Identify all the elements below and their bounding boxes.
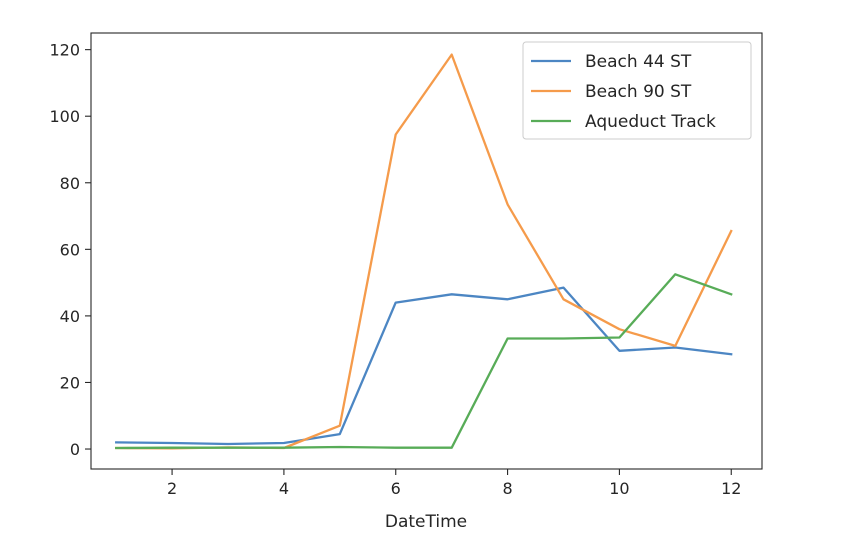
x-axis-label: DateTime: [385, 512, 467, 532]
series-line-beach-44-st: [115, 286, 733, 446]
x-axis: 2 4 6 8 10 12: [167, 469, 741, 498]
legend-label-beach-44-st: Beach 44 ST: [585, 52, 692, 72]
y-tick-label: 120: [49, 41, 80, 60]
y-tick-label: 40: [60, 307, 80, 326]
y-tick-label: 80: [60, 174, 80, 193]
plot-frame: [90, 32, 763, 470]
y-tick-label: 60: [60, 240, 80, 259]
x-tick-label: 6: [391, 479, 401, 498]
legend-label-beach-90-st: Beach 90 ST: [585, 82, 692, 102]
x-tick-label: 12: [721, 479, 741, 498]
legend-box: [522, 41, 752, 140]
x-tick-label: 2: [167, 479, 177, 498]
x-tick-label: 8: [502, 479, 512, 498]
y-tick-label: 0: [70, 440, 80, 459]
legend: Beach 44 ST Beach 90 ST Aqueduct Track: [522, 41, 752, 140]
series-layer: [115, 53, 733, 450]
y-tick-label: 100: [49, 107, 80, 126]
x-tick-label: 4: [279, 479, 289, 498]
x-tick-label: 10: [609, 479, 629, 498]
y-axis: 0 20 40 60 80 100 120: [49, 41, 91, 459]
legend-label-aqueduct-track: Aqueduct Track: [585, 112, 716, 132]
series-line-aqueduct-track: [115, 273, 733, 450]
y-tick-label: 20: [60, 373, 80, 392]
